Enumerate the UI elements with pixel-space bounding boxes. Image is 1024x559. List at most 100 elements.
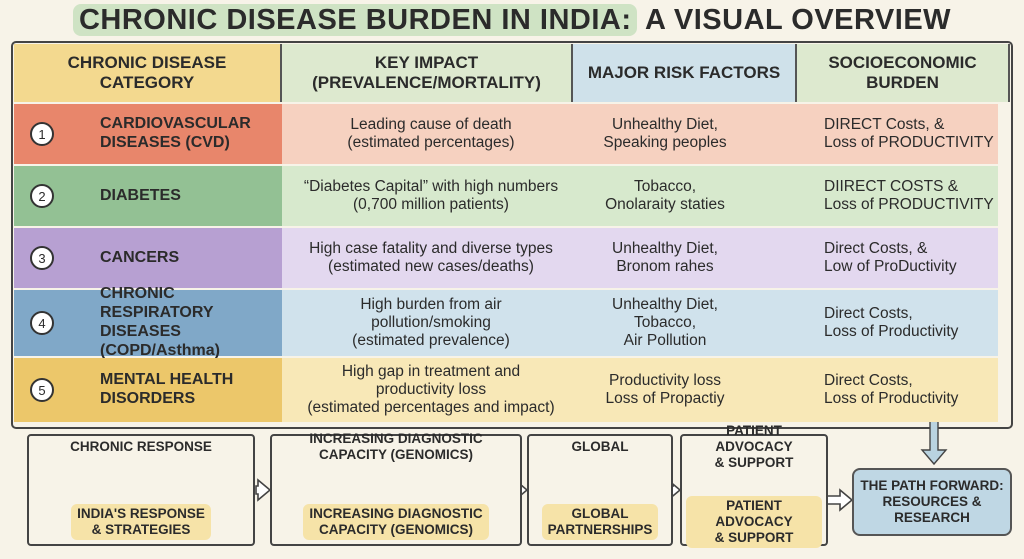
row-bg <box>282 104 998 164</box>
risk-line: Unhealthy Diet, <box>612 239 718 257</box>
title-rest: A VISUAL OVERVIEW <box>644 4 952 36</box>
burden-line: Direct Costs, & <box>824 239 928 257</box>
burden-line: Direct Costs, <box>824 304 913 322</box>
panel-label-wrap: INCREASING DIAGNOSTIC CAPACITY (GENOMICS) <box>276 502 516 542</box>
impact-cell: Leading cause of death (estimated percent… <box>296 104 566 164</box>
panel-label-wrap: PATIENT ADVOCACY & SUPPORT <box>686 496 822 548</box>
impact-line: (estimated percentages and impact) <box>307 399 555 417</box>
risk-line: Unhealthy Diet, <box>612 115 718 133</box>
category-line: CHRONIC RESPIRATORY <box>100 285 214 322</box>
category-line: (COPD/Asthma) <box>100 341 221 359</box>
category-bg <box>14 228 282 288</box>
risk-line: Loss of Propactiy <box>605 390 725 407</box>
row-bg <box>282 166 998 226</box>
arrow <box>255 478 272 502</box>
risk-cell: Unhealthy Diet, Speaking peoples <box>585 104 745 164</box>
panel-label: PATIENT ADVOCACY & SUPPORT <box>686 496 822 548</box>
panel-label-line: & STRATEGIES <box>91 522 191 537</box>
category-cell: CANCERS <box>100 228 280 288</box>
burden-cell: DIIRECT COSTS & Loss of PRODUCTIVITY <box>824 166 1000 226</box>
category-line: DISEASES (CVD) <box>100 134 230 151</box>
risk-cell: Tobacco, Onolaraity staties <box>585 166 745 226</box>
burden-cell: DIRECT Costs, & Loss of PRODUCTIVITY <box>824 104 1000 164</box>
panel-heading-line: CAPACITY (GENOMICS) <box>318 447 473 462</box>
row-bg <box>282 358 998 422</box>
category-line: CANCERS <box>100 248 180 266</box>
column-header: KEY IMPACT (PREVALENCE/MORTALITY) <box>282 44 573 102</box>
category-line: MENTAL HEALTH <box>100 371 234 389</box>
panel-label-line: INCREASING DIAGNOSTIC <box>309 506 483 522</box>
path-forward-line: RESOURCES & <box>882 494 982 510</box>
header-line: SOCIOECONOMIC <box>828 52 977 72</box>
category-line: DISEASES <box>100 323 181 340</box>
risk-cell: Unhealthy Diet, Bronom rahes <box>585 228 745 288</box>
impact-cell: High burden from air pollution/smoking (es… <box>296 290 566 356</box>
panel-heading: INCREASING DIAGNOSTIC CAPACITY (GENOMICS) <box>280 430 512 464</box>
row-number: 2 <box>30 184 54 208</box>
column-header: CHRONIC DISEASE CATEGORY <box>14 44 282 102</box>
column-header: SOCIOECONOMIC BURDEN <box>797 44 1010 102</box>
panel-label-line: GLOBAL <box>571 506 629 522</box>
path-forward: THE PATH FORWARD: RESOURCES & RESEARCH <box>852 468 1012 536</box>
impact-line: High gap in treatment and <box>341 362 521 380</box>
impact-line: Leading cause of death <box>350 115 512 133</box>
burden-line: Low of ProDuctivity <box>824 258 957 275</box>
panel-label: GLOBAL PARTNERSHIPS <box>541 504 659 540</box>
panel-label-line: CAPACITY (GENOMICS) <box>318 522 473 537</box>
burden-cell: Direct Costs, & Low of ProDuctivity <box>824 228 1000 288</box>
header-line: BURDEN <box>866 73 939 92</box>
panel-heading: GLOBAL <box>537 430 663 464</box>
burden-line: Loss of Productivity <box>824 323 959 340</box>
row-number: 1 <box>30 122 54 146</box>
impact-line: productivity loss <box>375 380 487 398</box>
header-line: (PREVALENCE/MORTALITY) <box>312 73 541 92</box>
panel-label-line: & SUPPORT <box>714 529 794 545</box>
column-header: MAJOR RISK FACTORS <box>573 44 797 102</box>
panel-heading: CHRONIC RESPONSE <box>37 430 245 464</box>
impact-line: (estimated prevalence) <box>352 332 510 350</box>
burden-cell: Direct Costs, Loss of Productivity <box>824 358 1000 422</box>
burden-line: Loss of Productivity <box>824 390 959 407</box>
risk-line: Air Pollution <box>623 332 707 350</box>
impact-line: (0,700 million patients) <box>353 196 509 213</box>
burden-line: Loss of PRODUCTIVITY <box>824 134 994 151</box>
panel-label-line: PARTNERSHIPS <box>547 522 653 537</box>
impact-line: (estimated new cases/deaths) <box>328 258 534 275</box>
impact-line: “Diabetes Capital” with high numbers <box>303 177 559 195</box>
risk-line: Onolaraity staties <box>605 196 725 213</box>
path-forward-line: RESEARCH <box>894 509 970 525</box>
category-cell: CARDIOVASCULAR DISEASES (CVD) <box>100 104 280 164</box>
panel-label-line: INDIA'S RESPONSE <box>77 506 205 522</box>
arrow <box>825 488 854 512</box>
panel-label-wrap: INDIA'S RESPONSE & STRATEGIES <box>33 502 249 542</box>
arrow <box>920 419 948 466</box>
impact-cell: High case fatality and diverse types (est… <box>296 228 566 288</box>
panel-heading-line: GLOBAL <box>571 439 629 455</box>
category-bg <box>14 290 282 356</box>
impact-line: High case fatality and diverse types <box>309 239 553 257</box>
row-number: 4 <box>30 311 54 335</box>
header-line: MAJOR RISK FACTORS <box>587 62 781 82</box>
impact-line: pollution/smoking <box>371 313 491 331</box>
risk-line: Bronom rahes <box>616 258 714 275</box>
risk-cell: Productivity loss Loss of Propactiy <box>585 358 745 422</box>
risk-line: Tobacco, <box>633 177 697 195</box>
panel-label: INCREASING DIAGNOSTIC CAPACITY (GENOMICS) <box>303 504 489 540</box>
risk-line: Unhealthy Diet, <box>612 295 718 313</box>
impact-cell: “Diabetes Capital” with high numbers (0,7… <box>296 166 566 226</box>
header-line: CHRONIC DISEASE <box>67 52 227 72</box>
burden-line: DIRECT Costs, & <box>824 115 945 133</box>
burden-line: DIIRECT COSTS & <box>824 177 959 195</box>
row-bg <box>282 228 998 288</box>
panel-heading-line: PATIENT ADVOCACY <box>715 423 793 455</box>
category-bg <box>14 358 282 422</box>
impact-cell: High gap in treatment and productivity lo… <box>296 358 566 422</box>
category-line: DISORDERS <box>100 390 196 407</box>
panel-heading-line: INCREASING DIAGNOSTIC <box>309 431 483 447</box>
impact-line: High burden from air <box>360 295 502 313</box>
title: CHRONIC DISEASE BURDEN IN INDIA: A VISUA… <box>0 4 1024 37</box>
header-line: KEY IMPACT <box>374 52 479 72</box>
burden-cell: Direct Costs, Loss of Productivity <box>824 290 1000 356</box>
category-cell: MENTAL HEALTH DISORDERS <box>100 358 280 422</box>
risk-line: Speaking peoples <box>603 134 727 151</box>
